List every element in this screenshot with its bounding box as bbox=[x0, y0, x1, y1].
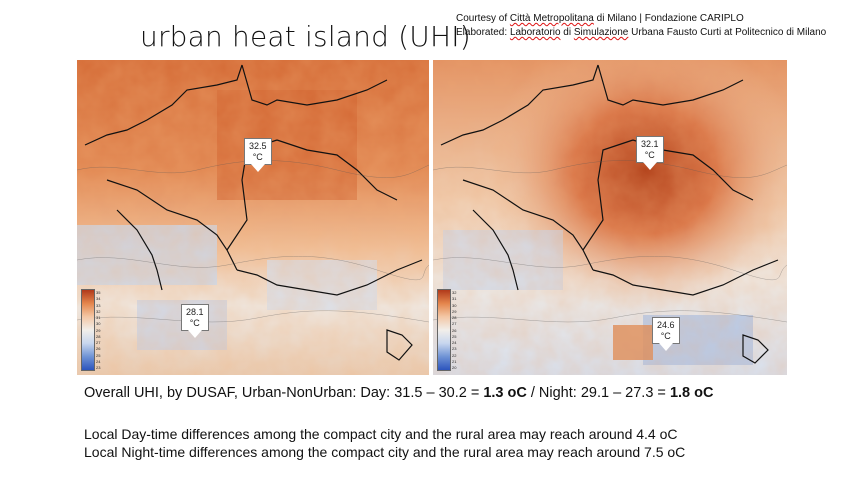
night-rural-temperature-callout: 24.6 °C bbox=[652, 317, 680, 351]
day-urban-temperature-callout: 32.5 °C bbox=[244, 138, 272, 172]
night-legend-tick: 27 bbox=[452, 321, 457, 327]
night-legend-tick: 31 bbox=[452, 296, 457, 302]
day-legend-tick: 31 bbox=[96, 315, 101, 320]
night-legend-tick: 29 bbox=[452, 308, 457, 314]
day-legend-tick: 29 bbox=[96, 327, 101, 333]
credits: Courtesy of Città Metropolitana di Milan… bbox=[456, 12, 826, 40]
night-legend-tick: 24 bbox=[452, 340, 457, 345]
credits-line-1: Courtesy of Città Metropolitana di Milan… bbox=[456, 13, 744, 24]
day-legend-tick: 27 bbox=[96, 340, 101, 345]
day-legend-ticks: 35 34 33 32 31 30 29 28 27 26 25 24 23 bbox=[96, 290, 100, 370]
night-legend-tick: 26 bbox=[452, 327, 457, 333]
day-legend-tick: 32 bbox=[96, 308, 101, 314]
night-legend-tick: 21 bbox=[452, 358, 457, 364]
night-legend-ticks: 32 31 30 29 28 27 26 25 24 23 22 21 20 bbox=[452, 290, 456, 370]
overall-uhi-summary: Overall UHI, by DUSAF, Urban-NonUrban: D… bbox=[84, 385, 714, 401]
night-legend-tick: 25 bbox=[452, 333, 457, 339]
local-day-difference: Local Day-time differences among the com… bbox=[84, 426, 678, 442]
day-heatmap-image bbox=[77, 60, 429, 375]
night-legend-tick: 28 bbox=[452, 315, 457, 320]
day-legend-tick: 33 bbox=[96, 302, 101, 308]
night-legend-tick: 22 bbox=[452, 352, 457, 358]
night-legend-tick: 32 bbox=[452, 290, 457, 295]
night-heatmap-image bbox=[433, 60, 787, 375]
day-color-legend: 35 34 33 32 31 30 29 28 27 26 25 24 23 bbox=[81, 289, 100, 371]
day-rural-temperature-callout: 28.1 °C bbox=[181, 304, 209, 338]
day-temperature-map: 35 34 33 32 31 30 29 28 27 26 25 24 23 32.5 °C 28.1 … bbox=[77, 60, 429, 375]
day-legend-tick: 35 bbox=[96, 290, 101, 295]
page-title: urban heat island (UHI) bbox=[140, 20, 471, 53]
night-color-legend: 32 31 30 29 28 27 26 25 24 23 22 21 20 bbox=[437, 289, 456, 371]
day-uhi-result: 1.3 oC bbox=[483, 385, 527, 401]
day-legend-tick: 34 bbox=[96, 296, 101, 302]
credits-line-2: Elaborated: Laboratorio di Simulazione U… bbox=[456, 27, 827, 38]
day-legend-tick: 24 bbox=[96, 358, 101, 364]
night-uhi-result: 1.8 oC bbox=[669, 385, 714, 401]
day-legend-tick: 23 bbox=[96, 365, 101, 370]
night-urban-temperature-callout: 32.1 °C bbox=[636, 136, 664, 170]
day-legend-tick: 28 bbox=[96, 333, 101, 339]
day-legend-tick: 25 bbox=[96, 352, 101, 358]
local-differences: Local Day-time differences among the com… bbox=[84, 425, 685, 461]
night-legend-tick: 23 bbox=[452, 346, 457, 352]
night-temperature-map: 32 31 30 29 28 27 26 25 24 23 22 21 20 32.1 °C 24.6 … bbox=[433, 60, 787, 375]
day-legend-tick: 26 bbox=[96, 346, 101, 352]
day-legend-tick: 30 bbox=[96, 321, 101, 327]
night-legend-tick: 20 bbox=[452, 365, 457, 370]
night-legend-tick: 30 bbox=[452, 302, 457, 308]
local-night-difference: Local Night-time differences among the c… bbox=[84, 444, 686, 460]
